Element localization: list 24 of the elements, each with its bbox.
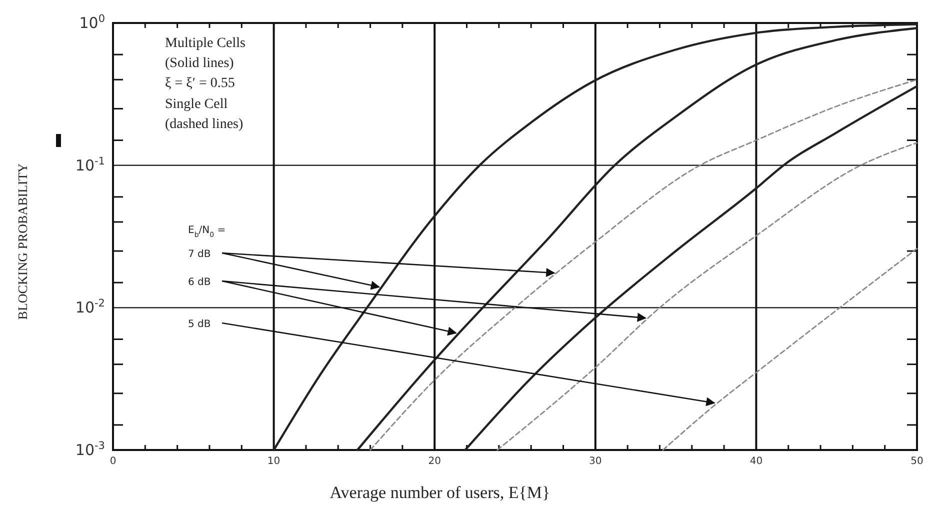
text: 6 dB [188, 277, 211, 288]
annotation: E$_{b}$/N$_{0}$ = [188, 225, 226, 239]
text: 7 dB [188, 249, 211, 260]
line-series [464, 85, 918, 452]
y-tick-label: 10$^{-3}$ [75, 440, 105, 459]
annotation: ξ = ξ′ = 0.55 [165, 76, 235, 91]
x-tick-label: 10 [267, 456, 280, 467]
line-series [662, 248, 918, 451]
line-series [496, 142, 918, 451]
y-tick-label: 10$^{-1}$ [75, 155, 105, 174]
x-tick-label: 20 [428, 456, 441, 467]
x-tick-label: 50 [910, 456, 924, 467]
annotation: Multiple Cells [165, 36, 246, 51]
text: 5 dB [188, 319, 211, 330]
x-tick-label: 40 [750, 456, 763, 467]
annotation: Single Cell [165, 97, 228, 112]
x-tick-label: 30 [589, 456, 602, 467]
x-tick-label: 0 [110, 456, 116, 467]
y-axis-title: BLOCKING PROBABILITY [15, 162, 30, 320]
y-tick-label: 10$^{0}$ [79, 13, 105, 32]
y-tick-label: 10$^{-2}$ [75, 298, 105, 317]
annotation: (dashed lines) [165, 117, 244, 132]
annotation: (Solid lines) [165, 56, 234, 71]
x-axis-title: Average number of users, E{M} [330, 483, 550, 502]
